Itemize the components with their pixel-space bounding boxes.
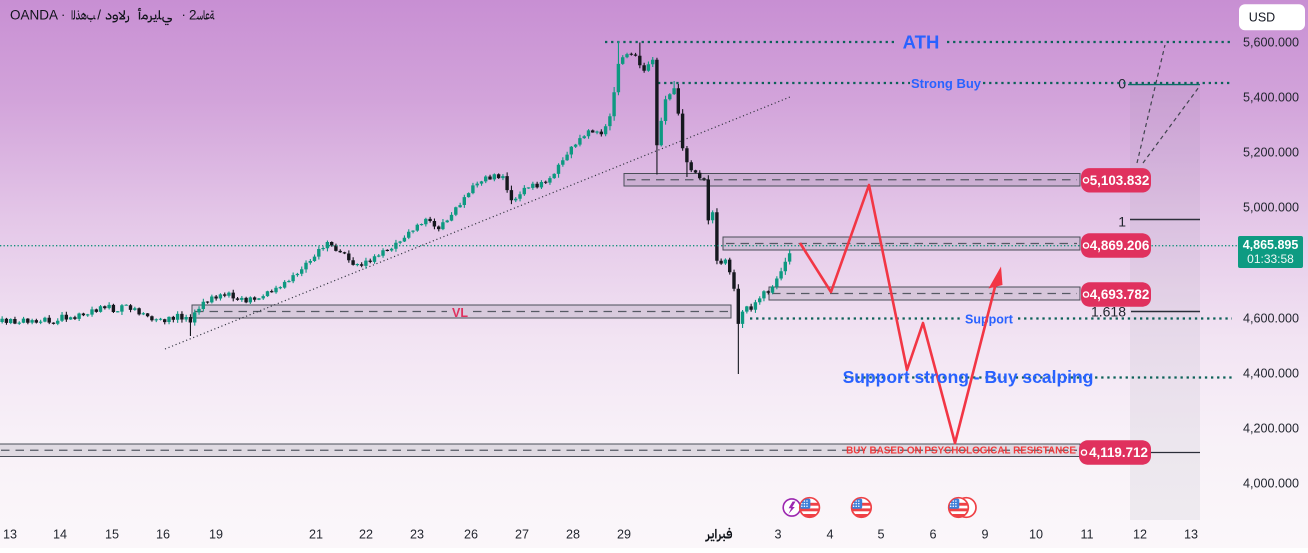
svg-text:6: 6 [929,528,936,542]
svg-text:BUY BASED ON PSYCHOLOGICAL RES: BUY BASED ON PSYCHOLOGICAL RESISTANCE [846,446,1076,457]
svg-text:28: 28 [566,528,580,542]
svg-text:16: 16 [156,528,170,542]
svg-text:USD: USD [1249,11,1275,25]
svg-text:5,000.000: 5,000.000 [1243,201,1299,215]
svg-text:5: 5 [877,528,884,542]
svg-text:22: 22 [359,528,373,542]
svg-text:12: 12 [1133,528,1147,542]
svg-text:4,600.000: 4,600.000 [1243,312,1299,326]
svg-text:5,400.000: 5,400.000 [1243,91,1299,105]
svg-text:Support strong - Buy scalping: Support strong - Buy scalping [843,367,1094,387]
svg-text:9: 9 [981,528,988,542]
svg-text:4,119.712: 4,119.712 [1089,445,1148,460]
svg-text:3: 3 [774,528,781,542]
svg-text:01:33:58: 01:33:58 [1247,252,1294,266]
svg-text:/: / [97,8,101,23]
svg-text:4,693.782: 4,693.782 [1090,287,1150,302]
svg-text:5,200.000: 5,200.000 [1243,146,1299,160]
svg-text:11: 11 [1080,528,1093,542]
svg-text:5,600.000: 5,600.000 [1243,36,1299,50]
svg-text:OANDA: OANDA [10,8,58,23]
svg-text:4,400.000: 4,400.000 [1243,367,1299,381]
svg-text:·: · [61,7,65,22]
svg-text:4,200.000: 4,200.000 [1243,422,1299,436]
svg-text:23: 23 [410,528,424,542]
svg-text:Support: Support [965,313,1014,327]
svg-text:5,103.832: 5,103.832 [1090,173,1150,188]
svg-text:4: 4 [826,528,833,542]
svg-text:10: 10 [1029,528,1043,542]
svg-text:29: 29 [617,528,631,542]
svg-text:1: 1 [1118,214,1126,230]
svg-text:2: 2 [189,8,197,23]
svg-text:14: 14 [53,528,67,542]
svg-text:·: · [182,7,186,22]
svg-text:Strong Buy: Strong Buy [911,76,982,91]
svg-text:21: 21 [309,528,323,542]
svg-text:4,869.206: 4,869.206 [1090,238,1150,253]
svg-text:1.618: 1.618 [1091,304,1126,320]
svg-text:27: 27 [515,528,529,542]
svg-text:15: 15 [105,528,119,542]
svg-text:4,865.895: 4,865.895 [1243,238,1299,252]
svg-text:0: 0 [1118,76,1126,92]
svg-text:19: 19 [209,528,223,542]
svg-text:13: 13 [1184,528,1198,542]
svg-text:ATH: ATH [903,32,940,53]
svg-text:VL: VL [452,306,468,320]
svg-text:4,000.000: 4,000.000 [1243,477,1299,491]
svg-text:26: 26 [464,528,478,542]
svg-text:13: 13 [3,528,17,542]
